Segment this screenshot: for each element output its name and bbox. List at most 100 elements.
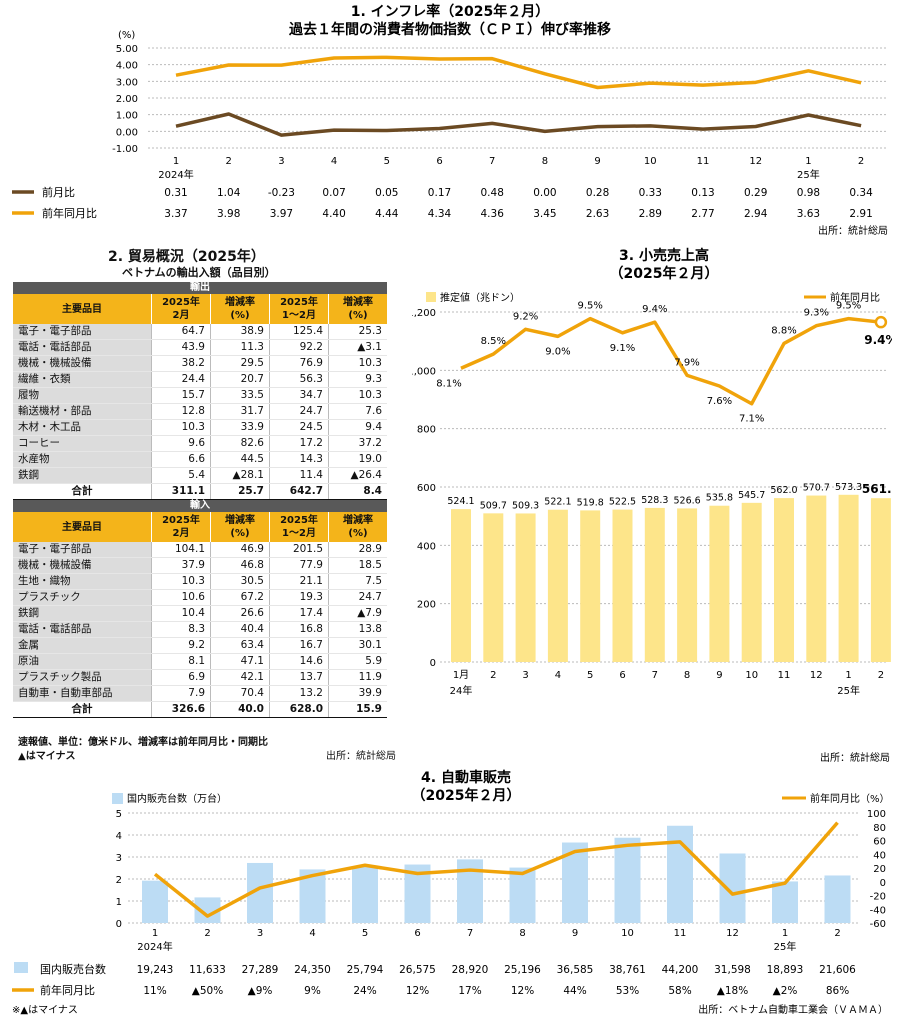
total-value: 40.0 (210, 701, 270, 718)
auto-y2tick-label: -60 (870, 919, 886, 930)
cell-value: 38.2 (151, 355, 211, 372)
cell-value: 64.7 (151, 324, 211, 340)
auto-subtitle: （2025年２月） (412, 787, 521, 804)
auto-table-value: 24,350 (294, 964, 331, 976)
retail-growth-label: 7.1% (739, 414, 764, 425)
column-header: 増減率 (%) (328, 512, 387, 542)
cpi-xtick-label: 12 (749, 156, 762, 167)
trade-note-units: 速報値、単位：億米ドル、増減率は前年同月比・同期比 (18, 737, 268, 748)
cell-value: 30.5 (210, 573, 270, 590)
retail-xtick-label: 10 (745, 670, 758, 681)
cell-value: 33.5 (210, 387, 270, 404)
retail-growth-label: 9.2% (513, 311, 538, 322)
auto-table-value: 17% (458, 985, 481, 997)
item-name: 電子・電子部品 (13, 324, 152, 340)
item-name: 水産物 (13, 451, 152, 468)
table-row: 木材・木工品 10.3 33.9 24.5 9.4 (13, 419, 387, 436)
cpi-ytick-label: 5.00 (116, 44, 138, 55)
retail-bar-label: 509.7 (480, 500, 507, 511)
retail-bar-label: 526.6 (673, 495, 700, 506)
cpi-data-label: 0.29 (744, 187, 767, 199)
auto-ytick-label: 0 (116, 919, 122, 930)
cell-value: 21.1 (269, 573, 329, 590)
cell-value: 34.7 (269, 387, 329, 404)
retail-xtick-label: 7 (652, 670, 658, 681)
auto-table-value: 58% (668, 985, 691, 997)
retail-xtick-label: 1 (845, 670, 851, 681)
cell-value: 31.7 (210, 403, 270, 420)
auto-table-value: 26,575 (399, 964, 436, 976)
table-row: 機械・機械設備 38.2 29.5 76.9 10.3 (13, 355, 387, 372)
cpi-data-label: 0.13 (691, 187, 714, 199)
item-name: 電子・電子部品 (13, 542, 152, 558)
cpi-source: 出所：統計総局 (818, 224, 888, 237)
cpi-data-label: 3.97 (270, 208, 293, 220)
cpi-ytick-label: 0.00 (116, 127, 138, 138)
auto-xtick-label: 7 (467, 928, 473, 939)
cell-value: 29.5 (210, 355, 270, 372)
trade-note-minus: ▲はマイナス (18, 751, 76, 762)
total-value: 25.7 (210, 483, 270, 500)
auto-y2tick-label: 20 (873, 864, 886, 875)
retail-growth-label: 9.3% (804, 308, 829, 319)
table-row: 電話・電話部品 8.3 40.4 16.8 13.8 (13, 621, 387, 638)
auto-table-value: ▲2% (773, 985, 798, 997)
retail-bar (709, 505, 730, 662)
auto-xtick-label: 11 (674, 928, 687, 939)
retail-xtick-label: 8 (684, 670, 690, 681)
auto-table-swatch (14, 962, 28, 973)
retail-growth-line (460, 316, 882, 406)
cell-value: 11.9 (328, 669, 387, 686)
auto-source: 出所：ベトナム自動車工業会（ＶＡＭＡ） (698, 1003, 888, 1016)
item-name: プラスチック製品 (13, 669, 152, 686)
item-name: 原油 (13, 653, 152, 670)
retail-xtick-label: 5 (587, 670, 593, 681)
auto-xtick-label: 9 (572, 928, 578, 939)
cell-value: 19.0 (328, 451, 387, 468)
cpi-subtitle: 過去１年間の消費者物価指数（ＣＰＩ）伸び率推移 (288, 21, 611, 38)
auto-xtick-label: 2 (204, 928, 210, 939)
cell-value: ▲7.9 (328, 605, 387, 622)
cpi-title: 1. インフレ率（2025年２月） (351, 3, 549, 20)
table-row: 履物 15.7 33.5 34.7 10.3 (13, 387, 387, 404)
cpi-data-label: 3.45 (533, 208, 556, 220)
auto-table-value: 31,598 (714, 964, 751, 976)
cell-value: 70.4 (210, 685, 270, 702)
cpi-data-label: 2.94 (744, 208, 768, 220)
retail-bar (515, 513, 536, 662)
cpi-xtick-label: 2 (226, 156, 232, 167)
table-row: 自動車・自動車部品 7.9 70.4 13.2 39.9 (13, 685, 387, 702)
auto-table-value: 44% (563, 985, 586, 997)
retail-growth-label: 9.1% (610, 343, 635, 354)
auto-table-value: ▲9% (248, 985, 273, 997)
auto-y2tick-label: -40 (870, 905, 886, 916)
item-name: 繊維・衣類 (13, 371, 152, 388)
retail-bar (483, 513, 504, 662)
cell-value: 20.7 (210, 371, 270, 388)
total-value: 15.9 (328, 701, 387, 718)
cpi-data-label: 0.00 (533, 187, 556, 199)
auto-ytick-label: 4 (116, 831, 122, 842)
cpi-xtick-label: 5 (384, 156, 390, 167)
auto-growth-line (153, 821, 839, 918)
total-value: 642.7 (269, 483, 329, 500)
cell-value: 11.3 (210, 339, 270, 356)
retail-bar (677, 508, 698, 662)
cell-value: 9.6 (151, 435, 211, 452)
retail-growth-label: 9.5% (836, 301, 861, 312)
retail-chart: 3. 小売売上高 （2025年２月） 推定値（兆ドン） 前年同月比 1,200 1… (412, 247, 892, 764)
retail-growth-label: 7.9% (674, 357, 699, 368)
retail-ytick-label: 1,200 (412, 308, 436, 319)
cell-value: 24.7 (269, 403, 329, 420)
auto-ytick-label: 2 (116, 875, 122, 886)
cpi-ytick-label: -1.00 (112, 144, 138, 155)
column-header-item: 主要品目 (13, 294, 152, 324)
cell-value: 9.3 (328, 371, 387, 388)
table-row: コーヒー 9.6 82.6 17.2 37.2 (13, 435, 387, 452)
cell-value: 40.4 (210, 621, 270, 638)
retail-bar-label: 562.0 (770, 485, 797, 496)
cell-value: 8.1 (151, 653, 211, 670)
cell-value: 24.5 (269, 419, 329, 436)
total-label: 合計 (13, 483, 152, 500)
table-row: 輸送機材・部品 12.8 31.7 24.7 7.6 (13, 403, 387, 420)
